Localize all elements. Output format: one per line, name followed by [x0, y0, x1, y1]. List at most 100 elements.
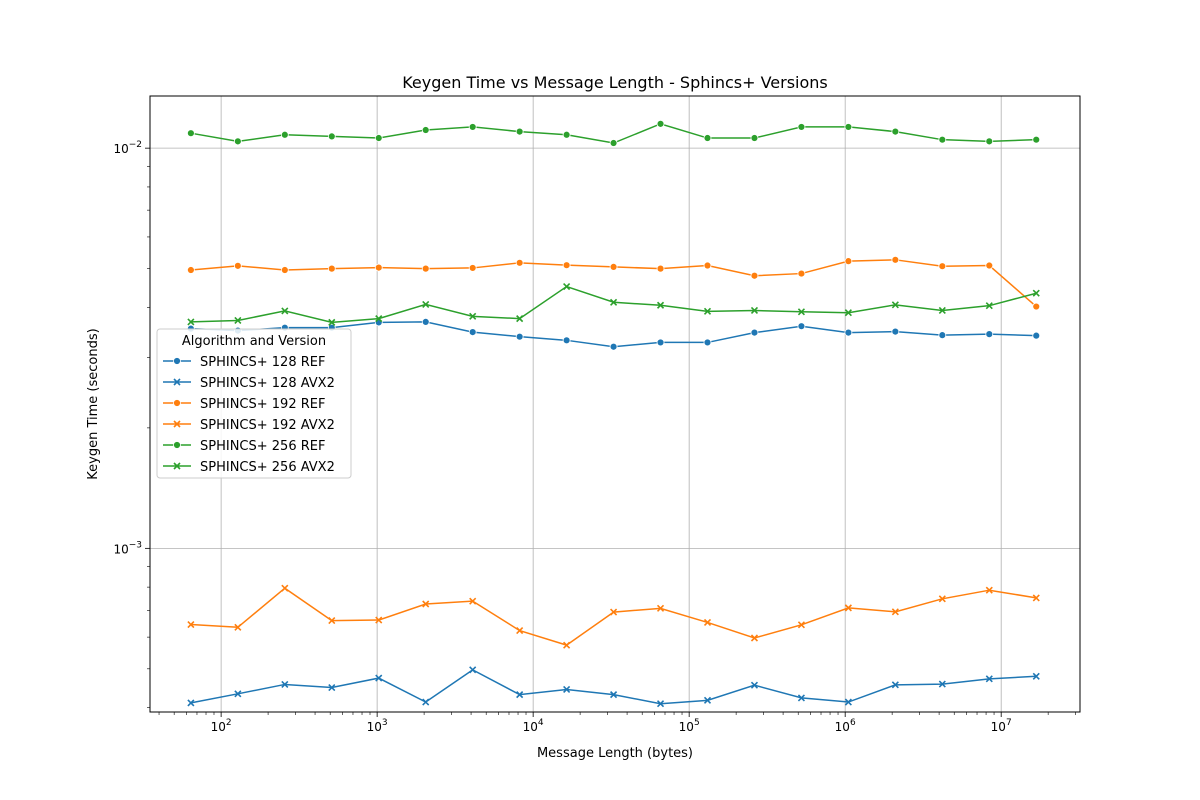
data-point — [750, 271, 759, 280]
y-tick-label: 10−3 — [113, 540, 142, 556]
x-tick-base: 10 — [835, 720, 850, 734]
data-point — [515, 332, 524, 341]
data-point — [374, 134, 383, 142]
legend-entry: SPHINCS+ 256 AVX2 — [163, 460, 335, 475]
data-point — [891, 608, 899, 616]
chart-title: Keygen Time vs Message Length - Sphincs+… — [402, 73, 828, 92]
data-point — [703, 618, 712, 626]
x-tick-label: 107 — [991, 718, 1012, 734]
data-point — [609, 342, 618, 351]
data-point — [421, 318, 430, 326]
legend: Algorithm and Version SPHINCS+ 128 REFSP… — [156, 328, 352, 479]
data-point — [656, 264, 665, 273]
legend-entry: SPHINCS+ 128 AVX2 — [163, 376, 335, 391]
data-point — [938, 306, 946, 315]
data-point — [328, 318, 336, 326]
data-point — [844, 309, 852, 317]
data-point — [375, 674, 383, 682]
series-2 — [187, 666, 1040, 708]
series-6 — [187, 282, 1040, 326]
data-point — [656, 338, 665, 347]
data-point — [938, 262, 947, 271]
data-point — [703, 261, 712, 270]
data-point — [891, 681, 899, 689]
data-point — [281, 680, 289, 689]
data-point — [844, 328, 853, 337]
data-point — [797, 123, 806, 131]
data-point — [1032, 594, 1040, 602]
data-point — [422, 600, 430, 608]
x-tick-base: 10 — [211, 720, 226, 734]
data-point — [656, 604, 665, 612]
data-point — [234, 316, 242, 325]
data-point — [938, 135, 947, 144]
legend-entry: SPHINCS+ 192 AVX2 — [163, 418, 335, 433]
data-point — [468, 123, 477, 131]
data-point — [797, 269, 806, 278]
y-tick-exponent: −2 — [129, 140, 142, 150]
data-point — [187, 318, 195, 326]
data-point — [563, 282, 571, 291]
y-tick-label: 10−2 — [113, 140, 142, 156]
data-point — [750, 306, 759, 315]
data-point — [703, 696, 712, 704]
data-point — [656, 301, 665, 309]
legend-label: SPHINCS+ 192 AVX2 — [200, 418, 335, 433]
x-tick-base: 10 — [679, 720, 694, 734]
data-point — [797, 621, 805, 629]
data-point — [750, 634, 759, 642]
legend-label: SPHINCS+ 192 REF — [200, 397, 325, 412]
data-point — [422, 698, 430, 706]
data-point — [609, 139, 618, 147]
data-point — [562, 130, 571, 139]
x-tick-label: 105 — [679, 718, 700, 734]
data-point — [938, 595, 946, 603]
x-tick-label: 104 — [523, 718, 544, 734]
data-point — [187, 620, 195, 629]
data-point — [750, 134, 759, 142]
data-point — [703, 307, 712, 315]
x-tick-label: 103 — [367, 718, 388, 734]
data-point — [985, 302, 993, 310]
data-point — [797, 308, 805, 316]
data-point — [844, 604, 852, 612]
data-point — [468, 264, 477, 272]
grid — [150, 96, 1080, 712]
series-line — [190, 587, 1037, 646]
legend-marker — [173, 357, 181, 365]
data-point — [797, 322, 806, 331]
data-point — [421, 126, 430, 134]
y-axis-label: Keygen Time (seconds) — [86, 328, 101, 479]
series-line — [190, 285, 1037, 324]
data-point — [422, 300, 430, 308]
data-point — [234, 623, 242, 631]
x-tick-base: 10 — [523, 720, 538, 734]
data-point — [562, 336, 571, 345]
data-point — [374, 318, 383, 327]
series-line — [190, 668, 1037, 705]
data-point — [187, 699, 195, 707]
data-point — [938, 331, 947, 340]
legend-marker — [173, 462, 181, 470]
y-tick-base: 10 — [113, 542, 128, 556]
data-point — [938, 680, 946, 688]
data-point — [985, 137, 994, 146]
legend-label: SPHINCS+ 256 AVX2 — [200, 460, 335, 475]
data-point — [327, 264, 336, 273]
x-axis-label: Message Length (bytes) — [537, 746, 693, 761]
data-point — [281, 307, 289, 315]
data-point — [515, 258, 524, 267]
legend-label: SPHINCS+ 128 AVX2 — [200, 376, 335, 391]
legend-box — [156, 328, 352, 479]
data-point — [469, 597, 477, 605]
data-point — [844, 123, 853, 131]
data-point — [797, 694, 805, 702]
series-5 — [186, 119, 1041, 147]
legend-entry: SPHINCS+ 256 REF — [163, 439, 325, 454]
data-point — [1032, 302, 1041, 311]
plot-frame — [149, 95, 1081, 713]
data-point — [516, 627, 524, 635]
series-4 — [187, 584, 1040, 649]
legend-marker — [173, 399, 181, 407]
